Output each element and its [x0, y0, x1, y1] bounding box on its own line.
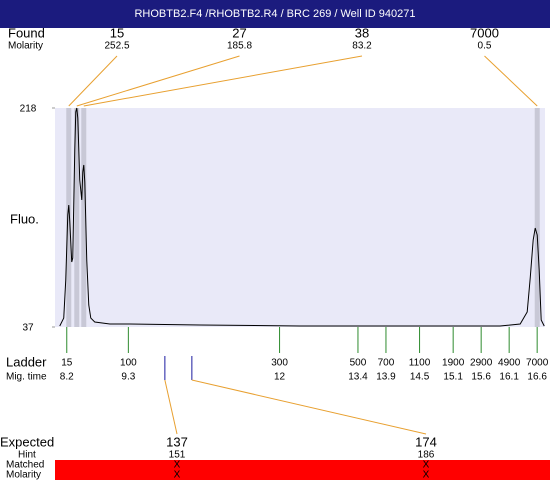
found-molarity: 252.5 — [104, 41, 129, 52]
ladder-time: 8.2 — [60, 372, 74, 383]
peak-band — [534, 108, 540, 327]
title: RHOBTB2.F4 /RHOBTB2.R4 / BRC 269 / Well … — [134, 8, 415, 20]
expected-size: 137 — [166, 434, 188, 449]
found-molarity: 0.5 — [478, 41, 492, 52]
found-molarity: 185.8 — [227, 41, 252, 52]
expected-hint: 151 — [169, 450, 186, 461]
expected-matched: X — [423, 460, 430, 471]
expected-connector — [164, 379, 178, 435]
mig-time-label: Mig. time — [6, 372, 47, 383]
found-label: Found — [8, 25, 45, 40]
ladder-size: 1900 — [442, 358, 465, 369]
expected-matched: X — [174, 460, 181, 471]
y-tick-label: 218 — [20, 104, 37, 115]
found-size: 7000 — [470, 25, 499, 40]
expected-molarity-label: Molarity — [6, 470, 41, 480]
ladder-size: 2900 — [470, 358, 493, 369]
found-size: 27 — [232, 25, 246, 40]
peak-band — [66, 108, 72, 327]
ladder-size: 700 — [378, 358, 395, 369]
ladder-time: 14.5 — [410, 372, 430, 383]
ladder-size: 4900 — [498, 358, 521, 369]
ladder-label: Ladder — [6, 354, 47, 369]
ladder-time: 15.6 — [471, 372, 491, 383]
found-size: 15 — [110, 25, 124, 40]
trace — [59, 107, 545, 327]
ladder-time: 9.3 — [121, 372, 135, 383]
ladder-time: 16.6 — [527, 372, 547, 383]
ladder-time: 12 — [274, 372, 286, 383]
title-bar — [0, 0, 550, 28]
peak-connector — [76, 55, 240, 107]
plot-area — [55, 108, 545, 327]
peak-connector — [83, 55, 363, 107]
ladder-time: 13.9 — [376, 372, 396, 383]
found-size: 38 — [355, 25, 369, 40]
peak-band — [74, 108, 80, 327]
ladder-time: 16.1 — [499, 372, 519, 383]
expected-molarity: X — [174, 470, 181, 480]
expected-label: Expected — [0, 434, 54, 449]
ladder-size: 1100 — [409, 358, 431, 369]
ladder-time: 13.4 — [348, 372, 368, 383]
ladder-size: 7000 — [526, 358, 549, 369]
ladder-size: 100 — [120, 358, 137, 369]
expected-size: 174 — [415, 434, 437, 449]
ladder-time: 15.1 — [443, 372, 463, 383]
found-molarity: 83.2 — [352, 41, 372, 52]
ladder-size: 15 — [61, 358, 73, 369]
expected-connector — [191, 379, 427, 435]
y-axis-label: Fluo. — [10, 211, 39, 226]
y-tick-label: 37 — [22, 323, 34, 334]
expected-molarity: X — [423, 470, 430, 480]
peak-band — [81, 108, 87, 327]
status-bar — [55, 460, 550, 480]
matched-label: Matched — [6, 460, 44, 471]
peak-connector — [68, 55, 118, 107]
expected-hint: 186 — [418, 450, 435, 461]
hint-label: Hint — [18, 450, 36, 461]
ladder-size: 300 — [271, 358, 288, 369]
molarity-label: Molarity — [8, 41, 43, 52]
peak-connector — [484, 55, 538, 107]
ladder-size: 500 — [350, 358, 367, 369]
